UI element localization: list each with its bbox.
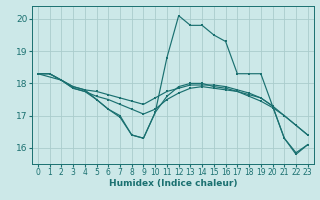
X-axis label: Humidex (Indice chaleur): Humidex (Indice chaleur) — [108, 179, 237, 188]
